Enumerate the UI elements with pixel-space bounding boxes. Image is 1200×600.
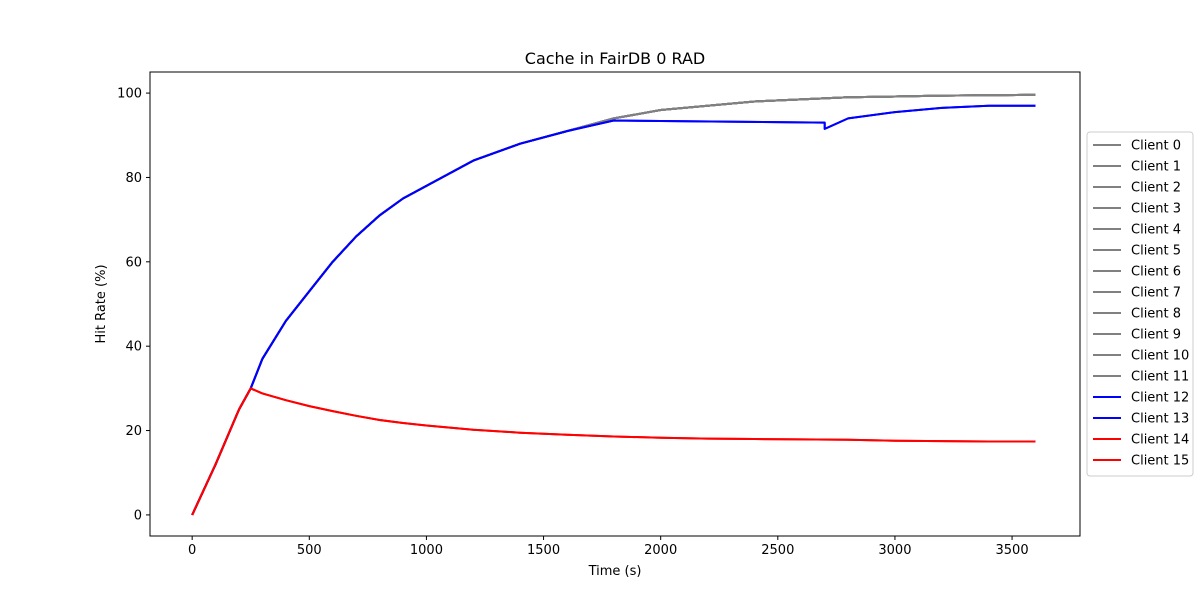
legend-entry-label: Client 2: [1131, 181, 1181, 196]
legend-entry-label: Client 4: [1131, 223, 1181, 238]
legend-entry-label: Client 8: [1131, 307, 1181, 322]
x-tick-label: 3000: [878, 543, 911, 558]
x-tick-label: 2500: [761, 543, 794, 558]
series-line-client-13: [191, 104, 1036, 516]
y-tick-label: 60: [125, 255, 142, 270]
y-tick-label: 40: [125, 340, 142, 355]
legend-entry-label: Client 3: [1131, 202, 1181, 217]
x-axis: 0 500 1000 1500 2000 2500 3000 3500: [188, 536, 1029, 558]
legend-entry-label: Client 0: [1131, 139, 1181, 154]
legend-entry-label: Client 10: [1131, 349, 1189, 364]
legend-entry-label: Client 1: [1131, 160, 1181, 175]
legend: Client 0 Client 1 Client 2 Client 3 Client 4…: [1086, 131, 1194, 477]
y-tick-label: 80: [125, 171, 142, 186]
series-layer: [191, 93, 1036, 516]
legend-entry-label: Client 12: [1131, 391, 1189, 406]
x-tick-label: 1000: [410, 543, 443, 558]
x-tick-label: 1500: [527, 543, 560, 558]
y-axis-label: Hit Rate (%): [94, 264, 109, 343]
legend-box: [1086, 131, 1194, 477]
legend-entry-label: Client 11: [1131, 370, 1189, 385]
plot-frame: [149, 71, 1081, 537]
y-tick-label: 20: [125, 424, 142, 439]
chart-title: Cache in FairDB 0 RAD: [525, 49, 705, 68]
x-tick-label: 3500: [996, 543, 1029, 558]
y-tick-label: 0: [134, 508, 142, 523]
y-axis: 0 20 40 60 80 100: [117, 87, 150, 523]
x-tick-label: 500: [297, 543, 322, 558]
legend-entry-label: Client 5: [1131, 244, 1181, 259]
x-axis-label: Time (s): [588, 564, 642, 579]
x-tick-label: 2000: [644, 543, 677, 558]
series-line-client-15: [191, 387, 1036, 516]
legend-entry-label: Client 7: [1131, 286, 1181, 301]
legend-entry-label: Client 15: [1131, 454, 1189, 469]
x-tick-label: 0: [188, 543, 196, 558]
legend-entry-label: Client 6: [1131, 265, 1181, 280]
legend-entry-label: Client 14: [1131, 433, 1189, 448]
legend-entry-label: Client 13: [1131, 412, 1189, 427]
y-tick-label: 100: [117, 87, 142, 102]
legend-entry-label: Client 9: [1131, 328, 1181, 343]
